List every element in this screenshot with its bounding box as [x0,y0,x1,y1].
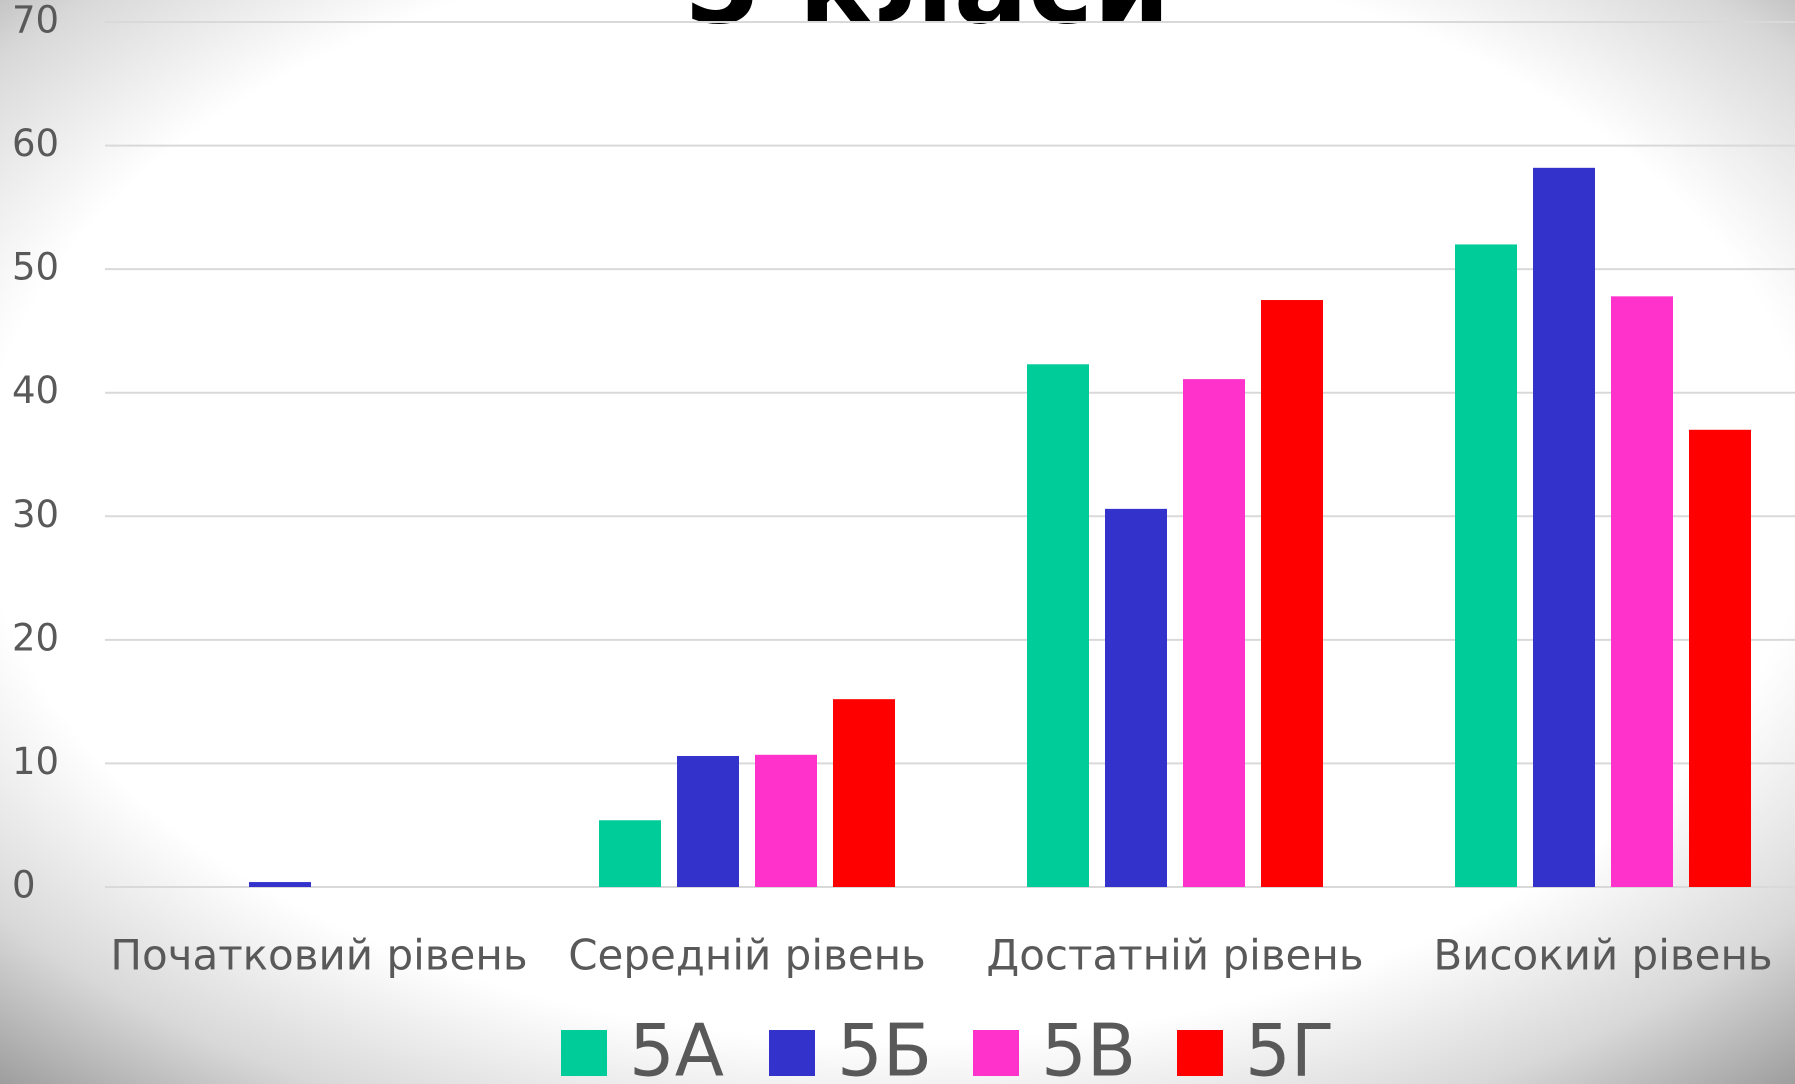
bar [1689,429,1751,887]
legend-swatch [769,1030,815,1076]
bar [1261,300,1323,887]
legend-label: 5В [1041,1009,1136,1084]
legend-label: 5А [629,1009,724,1084]
y-tick-label: 10 [12,740,59,783]
x-tick-label: Початковий рівень [110,931,527,980]
y-tick-label: 0 [12,864,36,907]
y-tick-label: 60 [12,122,59,165]
bar [249,882,311,887]
y-tick-label: 30 [12,493,59,536]
legend-label: 5Б [837,1009,932,1084]
x-tick-label: Середній рівень [568,931,926,980]
bar [833,699,895,887]
chart-title: 5 класи [684,0,1171,48]
y-tick-label: 20 [12,616,59,659]
bar [1027,364,1089,887]
bar [755,754,817,887]
y-tick-label: 40 [12,369,59,412]
y-tick-label: 70 [12,0,59,42]
bar [1455,244,1517,887]
legend-swatch [1177,1030,1223,1076]
legend-label: 5Г [1245,1009,1335,1084]
x-tick-label: Достатній рівень [986,931,1363,980]
legend-swatch [561,1030,607,1076]
bar [1611,296,1673,887]
legend-swatch [973,1030,1019,1076]
x-tick-label: Високий рівень [1433,931,1772,980]
bar [1105,508,1167,887]
bar [1533,167,1595,888]
y-tick-label: 50 [12,246,59,289]
bar [1183,379,1245,887]
bar [599,820,661,887]
bar [677,756,739,887]
